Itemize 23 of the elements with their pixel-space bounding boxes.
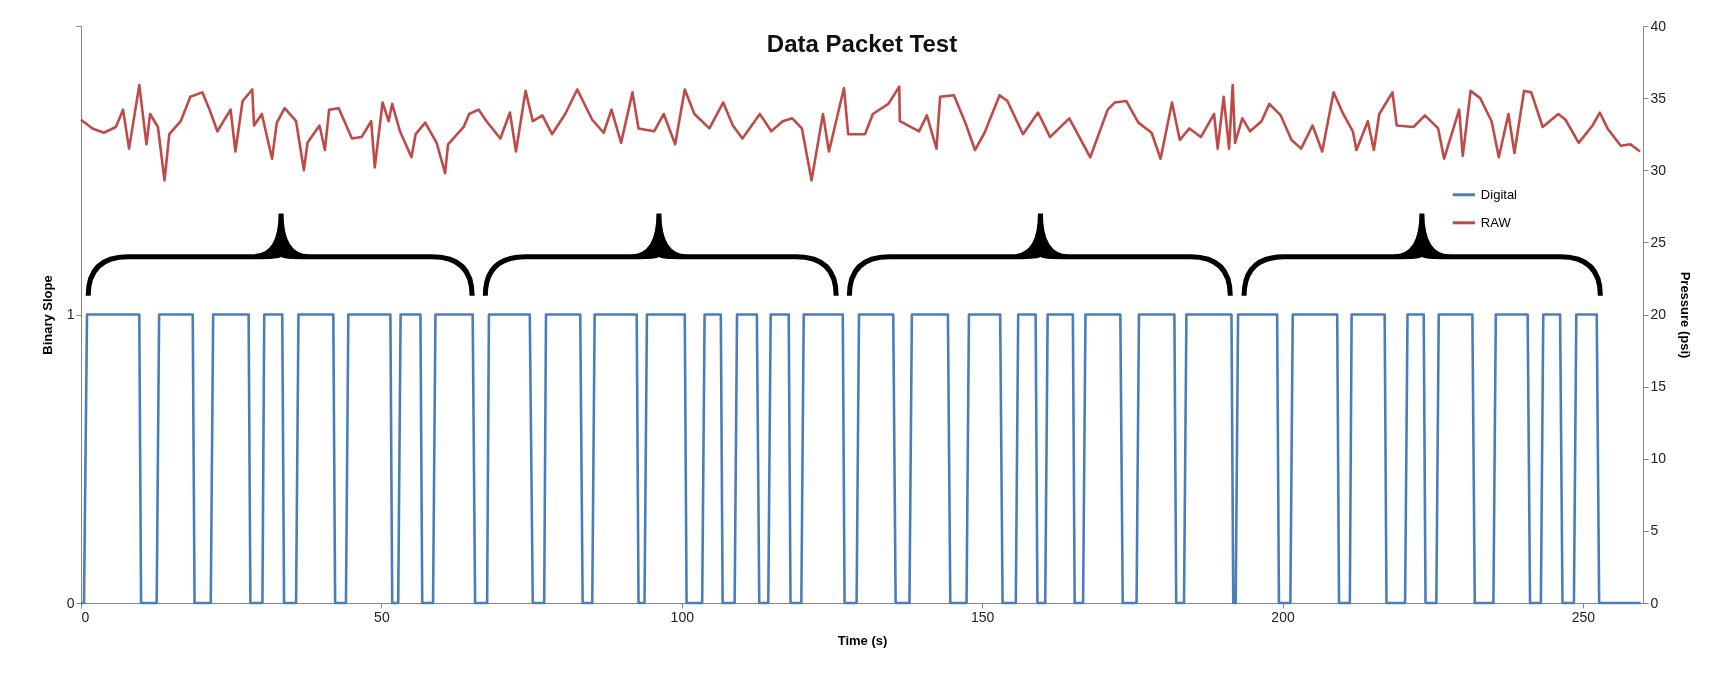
chart-title: Data Packet Test: [766, 30, 958, 57]
y2-tick-label: 40: [1650, 17, 1667, 34]
x-axis-title: Time (s): [837, 632, 888, 648]
y2-tick-label: 35: [1650, 89, 1667, 106]
legend-label: RAW: [1480, 214, 1512, 230]
x-tick-label: 200: [1271, 608, 1295, 625]
x-tick-label: 150: [970, 608, 995, 625]
x-tick-label: 100: [670, 608, 695, 625]
y-axis-title: Binary Slope: [39, 275, 55, 355]
y2-tick-label: 0: [1650, 594, 1659, 611]
y2-tick-label: 10: [1650, 450, 1667, 467]
y2-tick-label: 20: [1650, 306, 1667, 322]
y2-tick-label: 5: [1650, 522, 1659, 539]
y2-axis-title: Pressure (psi): [1678, 271, 1694, 359]
y2-tick-label: 15: [1650, 378, 1667, 395]
line-series: [79, 83, 1642, 182]
x-tick-label: 0: [81, 608, 90, 625]
legend-label: Digital: [1480, 186, 1518, 202]
x-tick-label: 50: [374, 608, 390, 625]
y2-tick-label: 25: [1650, 233, 1667, 250]
y2-tick-label: 30: [1650, 161, 1667, 178]
x-tick-label: 250: [1571, 608, 1596, 625]
y-tick-label: 1: [66, 306, 75, 322]
